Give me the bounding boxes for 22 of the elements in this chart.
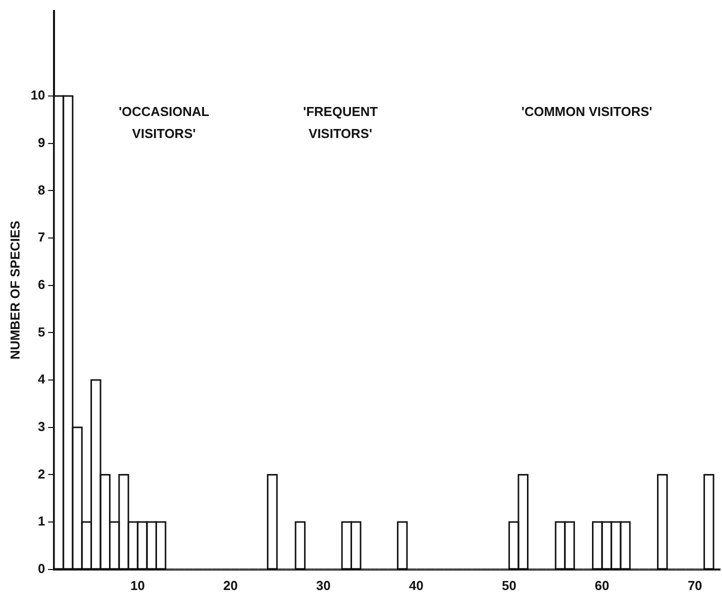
y-tick-label: 9 [38, 134, 46, 150]
y-tick-label: 4 [38, 372, 46, 387]
y-axis-title: NUMBER OF SPECIES [7, 220, 22, 360]
y-tick-label: 3 [38, 418, 46, 434]
y-tick-label: 5 [38, 324, 46, 340]
x-tick-label: 20 [223, 578, 238, 593]
x-tick-label: 70 [688, 578, 702, 593]
x-tick-label: 60 [594, 578, 610, 593]
y-tick-label: 10 [30, 88, 46, 103]
annotation: 'OCCASIONAL VISITORS' [118, 104, 210, 141]
x-tick-label: 10 [130, 578, 145, 593]
x-tick-label: 50 [502, 578, 516, 593]
y-tick-label: 0 [38, 560, 46, 576]
y-tick-label: 7 [38, 230, 46, 245]
y-tick-label: 8 [38, 182, 46, 198]
x-tick-label: 40 [409, 578, 424, 593]
annotation: 'FREQUENT VISITORS' [303, 104, 378, 141]
x-tick-label: 30 [316, 578, 331, 593]
annotation: 'COMMON VISITORS' [521, 104, 652, 119]
y-tick-label: 6 [38, 276, 46, 292]
y-tick-label: 2 [38, 466, 46, 482]
y-tick-label: 1 [38, 514, 46, 529]
